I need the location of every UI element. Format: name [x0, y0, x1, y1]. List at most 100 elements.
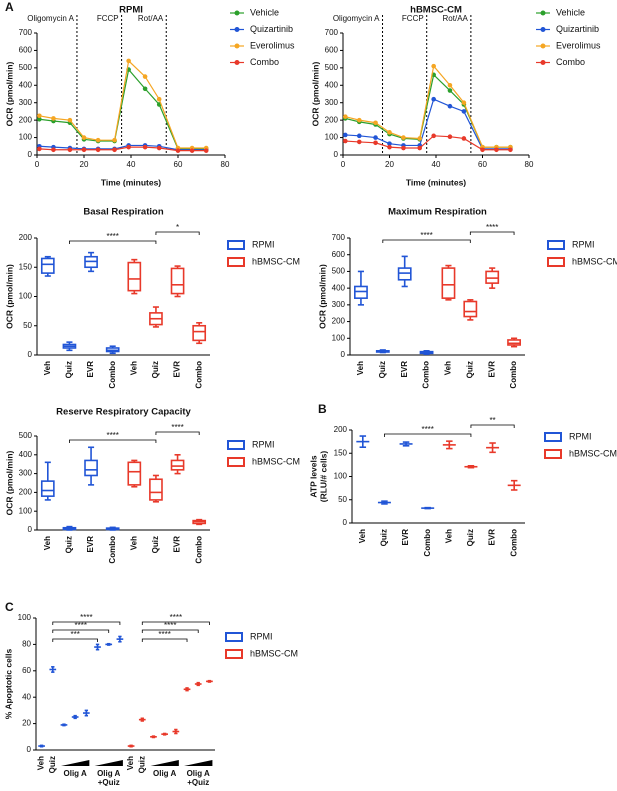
x-tick-label: 80	[221, 160, 230, 169]
box	[127, 461, 142, 486]
data-point	[126, 144, 131, 150]
y-tick-label: 400	[19, 80, 33, 89]
legend-label: Everolimus	[556, 40, 601, 50]
legend-label: Everolimus	[250, 40, 295, 50]
x-tick-label: Combo	[108, 536, 117, 564]
box	[84, 459, 98, 477]
panel-label: C	[5, 600, 14, 614]
data-point	[95, 147, 101, 153]
legend-label: RPMI	[252, 439, 275, 449]
y-axis-label: OCR (pmol/min)	[317, 264, 327, 329]
significance-bracket	[382, 239, 471, 243]
significance-label: ***	[70, 630, 79, 639]
x-tick-label: EVR	[173, 361, 182, 378]
legend-swatch	[225, 632, 243, 642]
x-tick-label: 20	[80, 160, 89, 169]
x-tick-label: Quiz	[48, 756, 57, 773]
data-point	[356, 133, 362, 139]
legend-label: Combo	[556, 57, 585, 67]
y-tick-label: 300	[332, 300, 346, 309]
data-point	[401, 135, 406, 140]
y-tick-label: 20	[22, 719, 31, 728]
legend-swatch	[547, 257, 565, 267]
x-tick-label: Quiz	[151, 361, 160, 378]
x-tick-label: 60	[174, 160, 183, 169]
data-point	[431, 133, 436, 139]
x-axis-label: Time (minutes)	[101, 177, 161, 187]
x-tick-label: 20	[385, 160, 394, 169]
significance-label: *	[176, 223, 179, 232]
legend-marker	[234, 10, 240, 16]
box	[170, 459, 185, 471]
legend-label: RPMI	[252, 239, 275, 249]
legend-marker	[234, 43, 240, 49]
data-point	[67, 147, 73, 153]
legend-marker	[234, 27, 240, 32]
data-point	[508, 147, 513, 153]
y-tick-label: 50	[338, 495, 347, 504]
x-tick-label: Quiz	[465, 361, 474, 378]
data-point	[447, 88, 453, 93]
x-tick-label: Combo	[423, 529, 432, 557]
legend-marker	[234, 60, 240, 65]
x-tick-label: EVR	[86, 536, 95, 553]
significance-bracket	[52, 638, 98, 642]
y-tick-label: 200	[334, 425, 348, 434]
data-point	[175, 148, 181, 153]
y-tick-label: 500	[19, 63, 33, 72]
y-tick-label: 60	[22, 666, 31, 675]
x-tick-label: 40	[127, 160, 136, 169]
legend-label: hBMSC-CM	[252, 256, 300, 266]
significance-label: ****	[80, 613, 92, 622]
data-point	[494, 147, 499, 153]
significance-label: ****	[158, 630, 170, 639]
data-point	[156, 145, 162, 151]
data-point	[126, 58, 131, 64]
legend-label: RPMI	[569, 431, 592, 441]
significance-bracket	[155, 231, 200, 235]
treatment-label: Oligomycin A	[27, 14, 74, 23]
data-point	[112, 147, 117, 153]
x-tick-label: EVR	[173, 536, 182, 553]
data-point	[142, 144, 148, 150]
y-tick-label: 0	[28, 350, 33, 359]
y-tick-label: 150	[19, 262, 33, 271]
x-tick-label: Combo	[108, 361, 117, 389]
significance-bracket	[52, 629, 110, 633]
data-point	[431, 63, 436, 69]
x-tick-label: Combo	[509, 361, 518, 389]
x-tick-label: Veh	[358, 529, 367, 543]
significance-bracket	[141, 621, 210, 625]
series-line	[345, 135, 511, 151]
data-point	[461, 100, 467, 106]
x-tick-label: Veh	[356, 361, 365, 375]
series-line	[345, 64, 511, 148]
legend-label: hBMSC-CM	[572, 256, 617, 266]
significance-bracket	[384, 433, 472, 437]
y-tick-label: 200	[19, 115, 33, 124]
significance-label: ****	[421, 425, 433, 434]
box	[507, 339, 521, 346]
legend-label: hBMSC-CM	[250, 648, 298, 658]
legend-label: Combo	[250, 57, 279, 67]
significance-bracket	[155, 431, 200, 435]
legend-swatch	[544, 432, 562, 442]
panel-label: A	[5, 0, 14, 14]
legend-label: Quizartinib	[250, 24, 293, 34]
y-tick-label: 100	[18, 613, 32, 622]
legend-label: hBMSC-CM	[569, 448, 617, 458]
legend-label: hBMSC-CM	[252, 456, 300, 466]
data-point	[373, 135, 378, 140]
treatment-label: Rot/AA	[138, 14, 164, 23]
y-axis-label: OCR (pmol/min)	[4, 450, 14, 515]
significance-bracket	[52, 621, 121, 625]
y-tick-label: 0	[341, 350, 346, 359]
series-line	[39, 146, 207, 152]
x-tick-label: Combo	[422, 361, 431, 389]
y-tick-label: 40	[22, 692, 31, 701]
x-tick-label: Veh	[444, 361, 453, 375]
x-tick-label: Quiz	[151, 536, 160, 553]
y-tick-label: 700	[325, 28, 339, 37]
data-point	[461, 109, 467, 114]
legend-label: Vehicle	[556, 7, 585, 17]
